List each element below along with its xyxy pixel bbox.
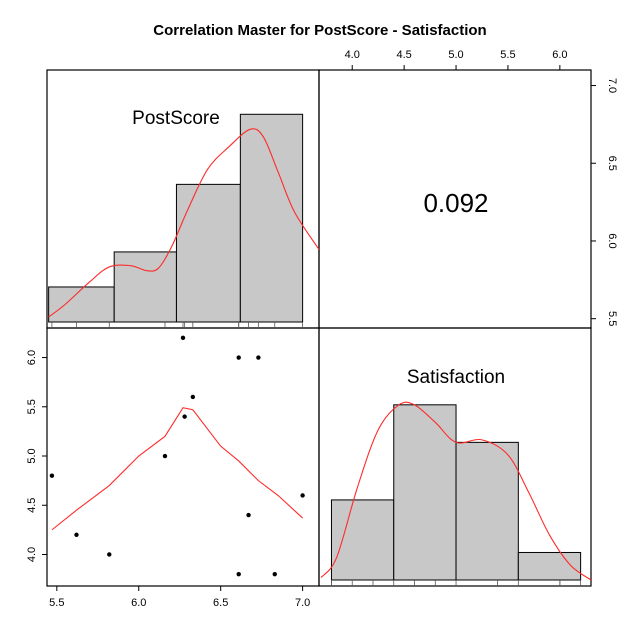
scatter-point [107, 552, 112, 557]
variable-label-postscore: PostScore [132, 108, 220, 129]
right-axis-tick-label: 6.0 [606, 233, 618, 248]
scatter-point [74, 532, 79, 537]
left-axis-tick-label: 6.0 [26, 350, 38, 365]
scatter-point [236, 571, 241, 577]
scatter-point [182, 414, 187, 419]
scatter-point [162, 453, 168, 459]
right-axis-tick-label: 5.5 [606, 311, 618, 326]
satisfaction-hist-bar [393, 404, 457, 581]
satisfaction-density-curve [320, 401, 592, 581]
top-axis-tick-label: 4.5 [396, 49, 411, 61]
right-axis-tick-label: 6.5 [606, 156, 618, 171]
scatter-point [300, 493, 305, 498]
left-axis-tick-label: 5.5 [26, 399, 38, 414]
top-axis-tick-label: 5.0 [448, 49, 463, 61]
postscore-density-curve [48, 128, 320, 318]
satisfaction-hist-bar [330, 499, 395, 581]
top-axis-tick-label: 4.0 [345, 49, 360, 61]
panel-bottom-left [46, 327, 320, 587]
chart-title: Correlation Master for PostScore - Satis… [153, 22, 486, 39]
panel-bottom-right [318, 327, 592, 587]
scatter-point [256, 355, 261, 360]
bottom-axis-tick-label: 6.5 [213, 597, 228, 609]
postscore-hist-bar [175, 183, 241, 323]
scatter-point [190, 394, 196, 400]
top-axis-tick-label: 6.0 [552, 49, 567, 61]
loess-fit-line [51, 407, 303, 531]
top-axis-tick-label: 5.5 [500, 49, 515, 61]
satisfaction-hist-bar [517, 551, 582, 581]
scatter-point [49, 473, 55, 478]
correlation-value: 0.092 [423, 188, 488, 218]
postscore-hist-bar [113, 251, 177, 323]
bottom-axis-tick-label: 7.0 [295, 597, 310, 609]
bottom-axis-tick-label: 5.5 [49, 597, 64, 609]
left-axis-tick-label: 4.5 [26, 498, 38, 513]
scatter-point [246, 512, 251, 518]
satisfaction-hist-bar [455, 441, 519, 581]
right-axis-tick-label: 7.0 [606, 78, 618, 93]
scatter-point [180, 335, 186, 341]
postscore-hist-bar [239, 113, 304, 323]
left-axis-tick-label: 5.0 [26, 448, 38, 463]
bottom-axis-tick-label: 6.0 [131, 597, 146, 609]
left-axis-tick-label: 4.0 [26, 547, 38, 562]
scatter-point [236, 355, 241, 360]
variable-label-satisfaction: Satisfaction [407, 367, 505, 388]
scatter-point [272, 571, 277, 577]
postscore-hist-bar [48, 286, 115, 323]
